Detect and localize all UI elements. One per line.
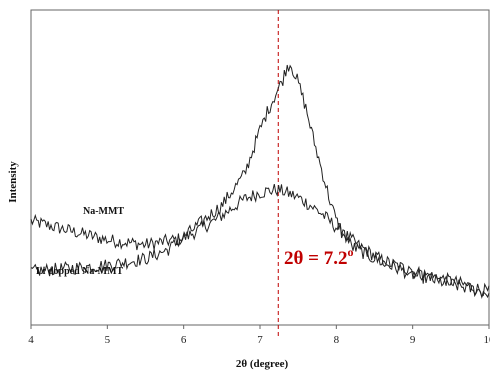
series-line-0 [30, 183, 490, 298]
x-tick-label: 8 [334, 334, 340, 346]
series-label-li-dopped: Li dopped Na-MMT [36, 266, 124, 277]
x-ticks: 4 5 6 7 8 9 10 [28, 325, 490, 346]
series-line-1 [30, 64, 490, 300]
y-axis-title: Intensity [7, 161, 19, 203]
x-tick-label: 9 [410, 334, 416, 346]
peak-annotation: 2θ = 7.2o [284, 245, 354, 269]
peak-annotation-degree: o [348, 245, 354, 259]
peak-annotation-main: 2θ = 7.2 [284, 248, 348, 269]
x-tick-label: 10 [484, 334, 490, 346]
x-tick-label: 6 [181, 334, 187, 346]
series-label-na-mmt: Na-MMT [83, 206, 124, 217]
x-axis-title: 2θ (degree) [236, 358, 289, 370]
x-tick-label: 5 [105, 334, 111, 346]
x-tick-label: 7 [257, 334, 263, 346]
series-lines [30, 64, 490, 300]
x-tick-label: 4 [28, 334, 34, 346]
